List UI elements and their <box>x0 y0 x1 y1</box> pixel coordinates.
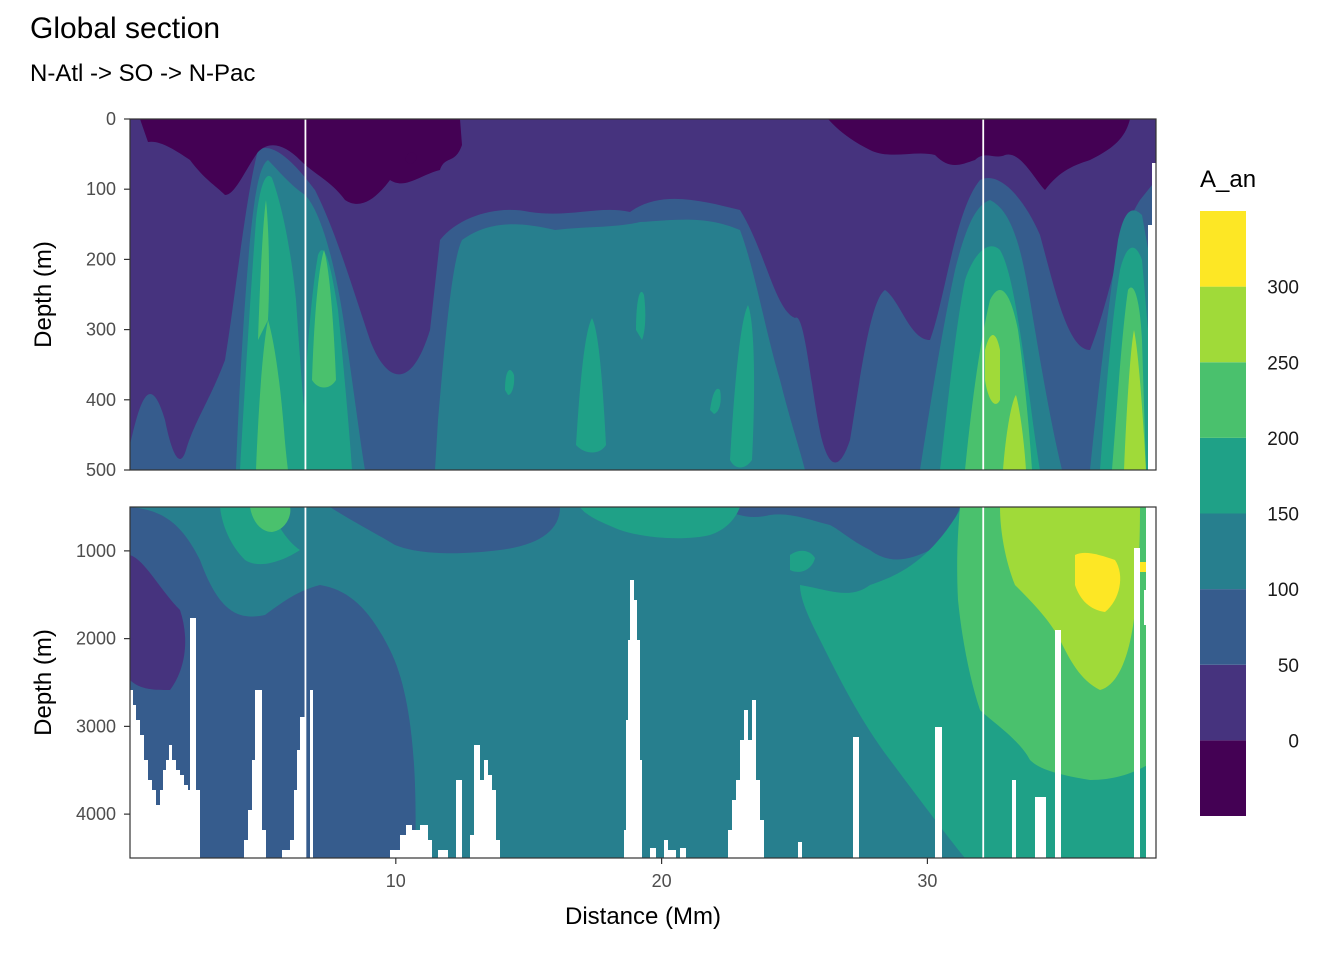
y-tick-label: 2000 <box>76 629 116 649</box>
legend-swatch <box>1200 362 1246 438</box>
legend-label: 0 <box>1288 731 1299 752</box>
legend-label: 150 <box>1267 505 1299 526</box>
y-tick-label: 200 <box>86 249 116 269</box>
legend-label: 50 <box>1278 656 1299 677</box>
y-tick-label: 100 <box>86 179 116 199</box>
x-axis-label: Distance (Mm) <box>565 903 721 930</box>
y-tick-label: 1000 <box>76 541 116 561</box>
legend-label: 250 <box>1267 353 1299 374</box>
y-tick-label: 400 <box>86 390 116 410</box>
y-axis-label: Depth (m) <box>30 629 57 736</box>
legend: A_an 0 50 100 150 200 250 300 <box>1200 166 1299 816</box>
legend-label: 300 <box>1267 278 1299 299</box>
y-tick-label: 3000 <box>76 716 116 736</box>
chart-title: Global section <box>30 12 221 45</box>
panel-upper <box>129 118 1157 471</box>
legend-swatch <box>1200 286 1246 363</box>
y-tick-label: 300 <box>86 320 116 340</box>
y-axis-label: Depth (m) <box>30 241 57 348</box>
legend-swatch <box>1200 740 1246 816</box>
legend-swatch <box>1200 513 1246 590</box>
panel-lower <box>129 506 1157 859</box>
axes: 0 100 200 300 400 500 Depth (m) 1000 2000 3000 400… <box>30 109 937 930</box>
x-tick-label: 20 <box>652 871 672 891</box>
chart-subtitle: N-Atl -> SO -> N-Pac <box>30 60 256 87</box>
x-tick-label: 30 <box>917 871 937 891</box>
y-tick-label: 0 <box>106 109 116 129</box>
legend-label: 100 <box>1267 580 1299 601</box>
legend-label: 200 <box>1267 429 1299 450</box>
legend-swatch <box>1200 437 1246 514</box>
legend-title: A_an <box>1200 166 1256 193</box>
legend-swatch <box>1200 589 1246 665</box>
legend-swatch <box>1200 211 1246 287</box>
y-tick-label: 4000 <box>76 804 116 824</box>
x-tick-label: 10 <box>386 871 406 891</box>
legend-swatch <box>1200 664 1246 741</box>
y-tick-label: 500 <box>86 460 116 480</box>
